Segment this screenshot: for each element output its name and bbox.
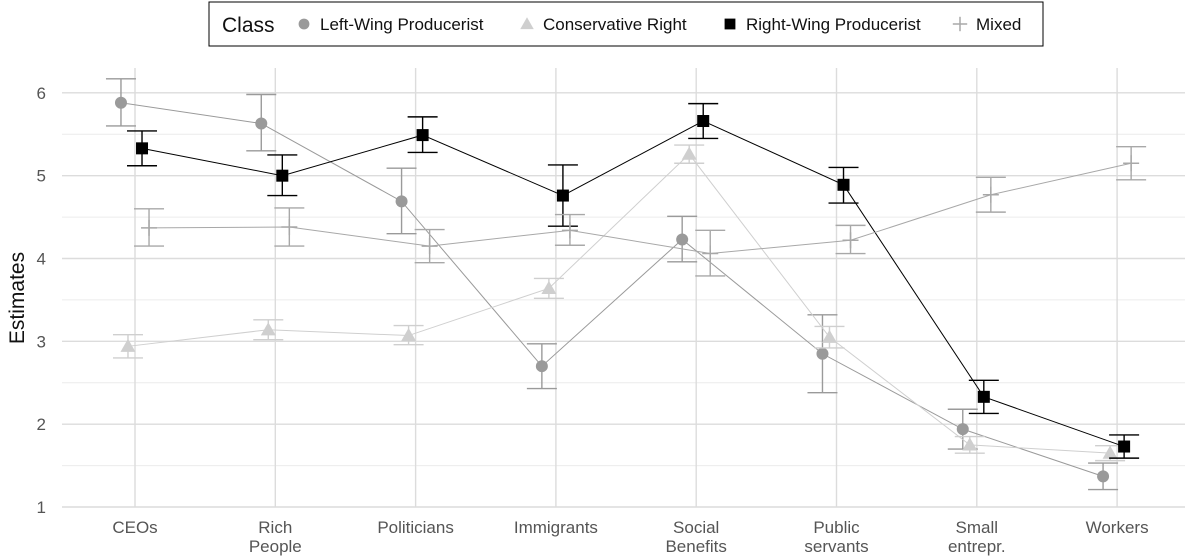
data-point [1123,155,1140,172]
data-point [114,96,127,109]
x-tick-label: Workers [1086,518,1149,537]
legend-marker-mixed [952,16,968,32]
data-point [255,117,268,130]
data-point [141,219,158,236]
series-layer [105,78,1147,491]
y-tick-label: 1 [37,498,46,517]
x-tick-label: CEOs [112,518,157,537]
data-point [676,233,689,246]
data-point [1118,440,1131,453]
series-line [127,153,1111,454]
data-point [821,329,837,343]
series-line [141,120,1125,448]
data-point [697,115,710,128]
legend-box [208,1,1044,47]
data-point [1097,470,1110,483]
data-point [556,189,569,202]
series-line [120,102,1104,477]
data-point [962,437,978,451]
data-point [120,338,136,352]
data-point [276,169,289,182]
data-point [421,238,438,255]
y-axis: 1 2 3 4 5 6 [37,84,46,517]
data-point [681,146,697,160]
x-tick-label: Public servants [804,518,868,556]
data-point [977,390,990,403]
x-tick-label: Small entrepr. [948,518,1006,556]
x-tick-label: Immigrants [514,518,598,537]
y-tick-label: 4 [37,250,46,269]
data-point [561,222,578,239]
data-point [281,219,298,236]
series-right-wing-producerist [127,102,1140,459]
legend-label: Mixed [976,15,1021,34]
x-axis: CEOs Rich People Politicians Immigrants Socia… [112,518,1148,556]
x-tick-label: Social Benefits [665,518,726,556]
legend-marker-right-wing-producerist [724,18,736,30]
data-point [541,280,557,294]
data-point [401,328,417,342]
series-left-wing-producerist [105,78,1119,491]
y-tick-label: 6 [37,84,46,103]
legend-label: Right-Wing Producerist [746,15,921,34]
legend-title: Class [222,14,275,37]
y-tick-label: 5 [37,167,46,186]
data-point [535,360,548,373]
data-point [260,322,276,336]
legend-marker-conservative-right [520,17,534,30]
series-conservative-right [112,144,1126,462]
x-tick-label: Politicians [377,518,454,537]
x-tick-label: Rich People [249,518,302,556]
series-mixed [134,145,1147,277]
y-axis-title: Estimates [6,252,29,344]
data-point [816,347,829,360]
gridlines [62,68,1185,508]
data-point [982,186,999,203]
data-point [395,195,408,208]
legend-label: Conservative Right [543,15,687,34]
data-point [702,245,719,262]
y-tick-label: 2 [37,415,46,434]
legend-label: Left-Wing Producerist [320,15,484,34]
data-point [1102,445,1118,459]
legend-marker-left-wing-producerist [298,18,310,30]
data-point [837,178,850,191]
series-line [149,162,1132,255]
legend: Class Left-Wing Producerist Conservative … [208,1,1044,47]
data-point [956,423,969,436]
data-point [842,232,859,249]
data-point [136,142,149,155]
data-point [416,129,429,142]
y-tick-label: 3 [37,332,46,351]
